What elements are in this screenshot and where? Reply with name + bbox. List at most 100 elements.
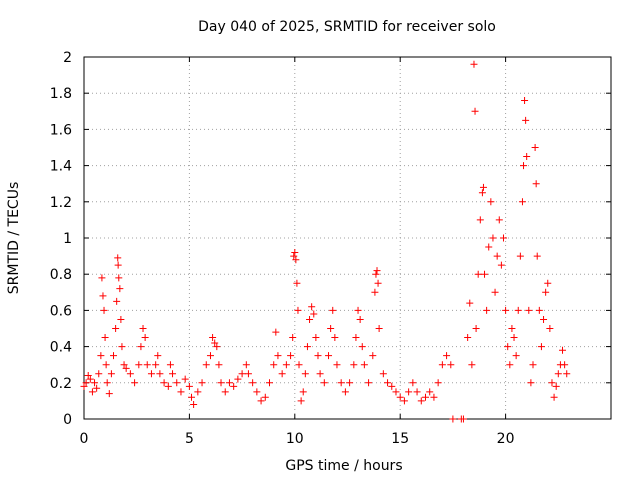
data-point: [521, 96, 529, 104]
data-point: [527, 379, 535, 387]
data-point: [234, 375, 242, 383]
data-point: [114, 254, 122, 262]
data-point: [449, 415, 457, 423]
chart-title: Day 040 of 2025, SRMTID for receiver sol…: [198, 19, 496, 35]
data-point: [358, 343, 366, 351]
data-point: [290, 252, 298, 260]
data-point: [491, 288, 499, 296]
data-point: [468, 361, 476, 369]
data-point: [278, 370, 286, 378]
data-point: [113, 297, 121, 305]
data-point: [126, 370, 134, 378]
data-point: [350, 361, 358, 369]
data-point: [537, 343, 545, 351]
x-tick-label: 0: [80, 431, 89, 447]
data-point: [487, 198, 495, 206]
data-point: [185, 382, 193, 390]
data-point: [299, 388, 307, 396]
data-point: [97, 352, 105, 360]
data-point: [438, 361, 446, 369]
data-point: [409, 379, 417, 387]
data-point: [308, 303, 316, 311]
data-point: [504, 343, 512, 351]
data-point: [306, 315, 314, 323]
data-point: [213, 343, 221, 351]
data-point: [325, 352, 333, 360]
data-point: [341, 388, 349, 396]
y-tick-label: 0.2: [50, 376, 72, 392]
data-point: [115, 274, 123, 282]
data-point: [110, 352, 118, 360]
data-point: [502, 306, 510, 314]
data-point: [117, 315, 125, 323]
data-point: [396, 393, 404, 401]
data-point: [152, 361, 160, 369]
y-tick-label: 0.6: [50, 303, 72, 319]
data-point: [518, 198, 526, 206]
data-point: [516, 252, 524, 260]
data-point: [392, 388, 400, 396]
data-point: [100, 306, 108, 314]
data-point: [198, 379, 206, 387]
data-point: [479, 183, 487, 191]
data-point: [156, 370, 164, 378]
y-tick-label: 1.8: [50, 86, 72, 102]
data-point: [374, 279, 382, 287]
data-point: [173, 379, 181, 387]
data-point: [221, 388, 229, 396]
y-axis-label: SRMTID / TECUs: [6, 182, 22, 295]
x-tick-label: 15: [391, 431, 409, 447]
data-point: [459, 415, 467, 423]
data-point: [291, 248, 299, 256]
data-point: [177, 388, 185, 396]
data-point: [388, 382, 396, 390]
data-point: [466, 299, 474, 307]
data-point: [211, 339, 219, 347]
data-point: [430, 393, 438, 401]
data-point: [563, 370, 571, 378]
data-point: [531, 144, 539, 151]
data-point: [242, 361, 250, 369]
data-point: [116, 285, 124, 293]
data-point: [495, 216, 503, 224]
data-point: [118, 343, 126, 351]
data-point: [472, 325, 480, 332]
data-point: [225, 379, 233, 387]
data-point: [274, 352, 282, 360]
data-point: [535, 306, 543, 314]
data-point: [131, 379, 139, 387]
data-point: [356, 315, 364, 323]
data-point: [417, 397, 425, 405]
data-point: [372, 270, 380, 278]
data-point: [316, 370, 324, 378]
data-point: [120, 361, 128, 369]
data-point: [360, 361, 368, 369]
data-point: [303, 343, 311, 351]
data-point: [544, 279, 552, 287]
data-point: [209, 334, 217, 342]
data-point: [365, 379, 373, 387]
data-point: [548, 379, 556, 387]
data-point: [202, 361, 210, 369]
data-point: [443, 352, 451, 360]
data-point: [447, 361, 455, 369]
data-point: [147, 370, 155, 378]
x-tick-label: 20: [497, 431, 515, 447]
y-tick-label: 1: [63, 231, 72, 247]
y-tick-label: 2: [63, 50, 72, 66]
data-point: [379, 370, 387, 378]
data-point: [474, 270, 482, 278]
y-tick-label: 1.6: [50, 122, 72, 138]
data-point: [512, 352, 520, 360]
data-point: [346, 379, 354, 387]
data-point: [314, 352, 322, 360]
data-point: [493, 252, 501, 260]
data-point: [292, 256, 300, 264]
x-tick-label: 5: [185, 431, 194, 447]
data-point: [164, 382, 172, 390]
data-point: [294, 306, 302, 314]
data-point: [287, 352, 295, 360]
data-point: [84, 372, 92, 380]
data-point: [135, 361, 143, 369]
data-point: [523, 153, 531, 161]
